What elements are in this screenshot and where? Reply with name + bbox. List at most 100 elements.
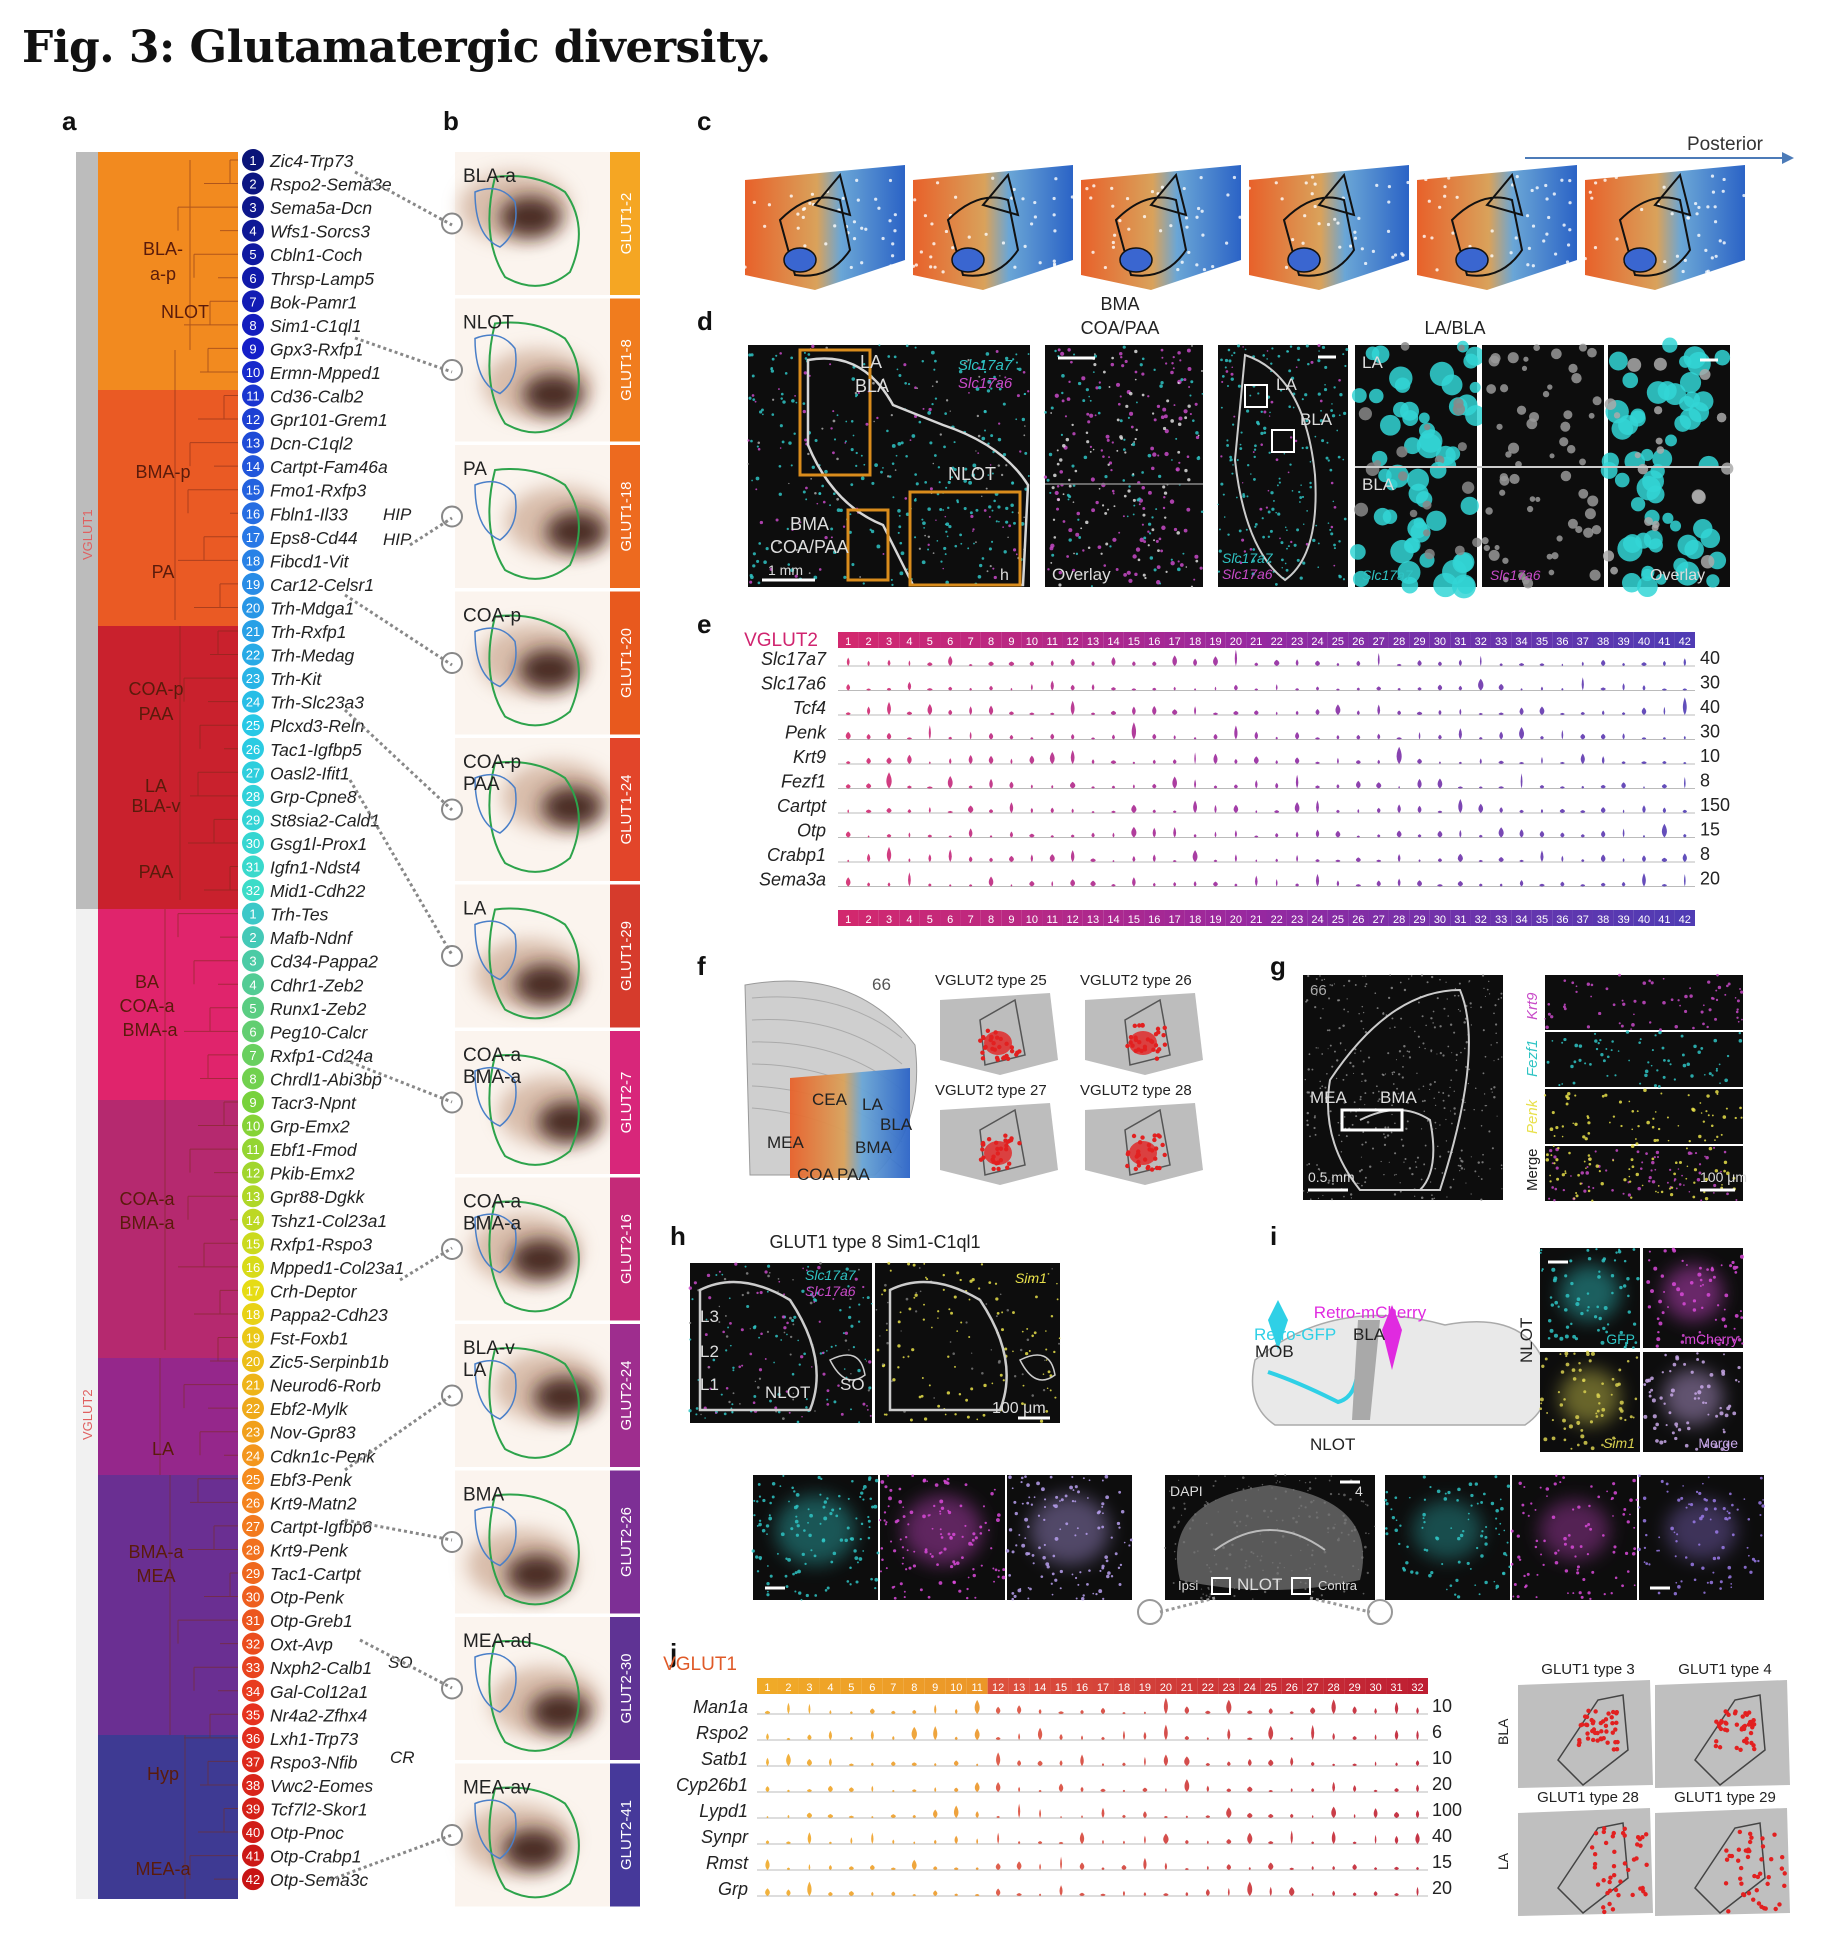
type-index: 30 xyxy=(1434,636,1446,648)
type-index: 30 xyxy=(1369,1682,1381,1694)
type-index: 33 xyxy=(1495,636,1507,648)
type-index: 35 xyxy=(1536,636,1548,648)
type-index: 36 xyxy=(1556,914,1568,926)
type-name-glut1-13: Dcn-C1ql2 xyxy=(270,434,353,454)
f-map-title: VGLUT2 type 26 xyxy=(1080,972,1192,989)
type-name-glut2-31: Otp-Greb1 xyxy=(270,1611,353,1631)
type-index: 18 xyxy=(1189,914,1201,926)
violin-gene-label: Fezf1 xyxy=(781,772,826,792)
type-index: 19 xyxy=(1209,636,1221,648)
type-number: 15 xyxy=(246,1236,260,1251)
violin-max-value: 10 xyxy=(1432,1748,1452,1768)
type-name-glut1-7: Bok-Pamr1 xyxy=(270,292,358,312)
type-index: 20 xyxy=(1230,914,1242,926)
region-band-label: MEA xyxy=(136,1566,175,1586)
type-index: 27 xyxy=(1373,636,1385,648)
type-number-circle-glut2-7 xyxy=(242,1043,264,1066)
panel-label-e: e xyxy=(697,609,711,639)
type-number-circle-glut2-28 xyxy=(242,1538,264,1561)
type-number-circle-glut2-22 xyxy=(242,1397,264,1420)
type-index: 2 xyxy=(866,914,872,926)
type-bar-label: GLUT2-16 xyxy=(618,1214,635,1284)
type-index: 28 xyxy=(1393,914,1405,926)
type-index: 34 xyxy=(1515,914,1527,926)
region-band-label: BLA-v xyxy=(131,796,180,816)
type-number: 1 xyxy=(249,907,256,922)
type-name-glut1-4: Wfs1-Sorcs3 xyxy=(270,222,370,242)
region-band xyxy=(98,1475,238,1735)
type-number-circle-glut2-31 xyxy=(242,1609,264,1632)
type-number: 26 xyxy=(246,1495,260,1510)
type-name-glut1-15: Fmo1-Rxfp3 xyxy=(270,481,367,501)
type-index: 12 xyxy=(1067,914,1079,926)
type-name-glut1-27: Oasl2-Ifit1 xyxy=(270,763,350,783)
type-index: 23 xyxy=(1223,1682,1235,1694)
density-map-2 xyxy=(455,298,610,442)
violin-gene-label: Krt9 xyxy=(793,747,826,767)
type-index: 13 xyxy=(1013,1682,1025,1694)
type-name-glut2-7: Rxfp1-Cd24a xyxy=(270,1046,373,1066)
type-number: 23 xyxy=(246,1425,260,1440)
type-index: 10 xyxy=(1026,636,1038,648)
d-zoom-bla-2 xyxy=(1481,468,1604,589)
type-number-circle-glut2-18 xyxy=(242,1302,264,1325)
type-index: 31 xyxy=(1390,1682,1402,1694)
region-band-label: COA-p xyxy=(128,679,183,699)
type-number: 22 xyxy=(246,648,260,663)
type-index: 29 xyxy=(1413,914,1425,926)
type-number: 9 xyxy=(249,341,256,356)
type-number: 7 xyxy=(249,1048,256,1063)
violin-gene-label: Rmst xyxy=(706,1853,749,1873)
type-name-glut2-42: Otp-Sema3c xyxy=(270,1870,368,1890)
f-region-label: BMA xyxy=(855,1138,893,1157)
type-index: 37 xyxy=(1577,914,1589,926)
connector-line xyxy=(348,779,454,956)
type-index: 23 xyxy=(1291,636,1303,648)
type-index: 27 xyxy=(1307,1682,1319,1694)
type-number: 33 xyxy=(246,1660,260,1675)
type-number: 9 xyxy=(249,1095,256,1110)
type-index: 26 xyxy=(1286,1682,1298,1694)
region-annotation: HIP xyxy=(383,505,412,524)
type-name-glut2-9: Tacr3-Npnt xyxy=(270,1093,357,1113)
type-index: 42 xyxy=(1679,914,1691,926)
type-number: 34 xyxy=(246,1684,260,1699)
i-section-label: NLOT xyxy=(1237,1575,1282,1594)
type-index: 24 xyxy=(1244,1682,1256,1694)
type-index: 8 xyxy=(911,1682,917,1694)
violin-max-value: 20 xyxy=(1700,869,1720,889)
type-name-glut1-6: Thrsp-Lamp5 xyxy=(270,269,374,289)
type-index: 26 xyxy=(1352,914,1364,926)
density-region-label: PAA xyxy=(463,774,500,795)
i-section-label: 4 xyxy=(1355,1483,1363,1499)
panel-label-i: i xyxy=(1270,1221,1277,1251)
violin-max-value: 15 xyxy=(1432,1852,1452,1872)
g-channel-4 xyxy=(1545,1144,1743,1202)
f-region-label: BLA xyxy=(880,1115,913,1134)
type-index: 6 xyxy=(869,1682,875,1694)
type-number: 4 xyxy=(249,977,256,992)
type-number-circle-glut1-5 xyxy=(242,243,264,266)
type-number-circle-glut1-6 xyxy=(242,266,264,289)
d-la-bla xyxy=(1217,344,1349,587)
h-label: SO xyxy=(840,1375,865,1394)
type-number-circle-glut1-25 xyxy=(242,714,264,737)
i-label: NLOT xyxy=(1310,1435,1355,1454)
type-index: 36 xyxy=(1556,636,1568,648)
type-index: 4 xyxy=(906,636,912,648)
g-scale-label: 100 μm xyxy=(1700,1169,1747,1185)
type-name-glut1-22: Trh-Medag xyxy=(270,646,355,666)
type-name-glut1-20: Trh-Mdga1 xyxy=(270,598,354,618)
type-index: 5 xyxy=(848,1682,854,1694)
h-label: L2 xyxy=(700,1342,719,1361)
d-label: BMA xyxy=(1100,294,1139,314)
type-index: 16 xyxy=(1148,914,1160,926)
i-label: MOB xyxy=(1255,1342,1294,1361)
type-number-circle-glut2-41 xyxy=(242,1844,264,1867)
region-band-label: BLA- xyxy=(143,239,183,259)
type-name-glut2-36: Lxh1-Trp73 xyxy=(270,1729,358,1749)
type-number-circle-glut2-26 xyxy=(242,1491,264,1514)
i-section-label: Contra xyxy=(1318,1578,1358,1593)
type-index: 18 xyxy=(1189,636,1201,648)
i-channel-label: GFP xyxy=(1606,1331,1635,1347)
